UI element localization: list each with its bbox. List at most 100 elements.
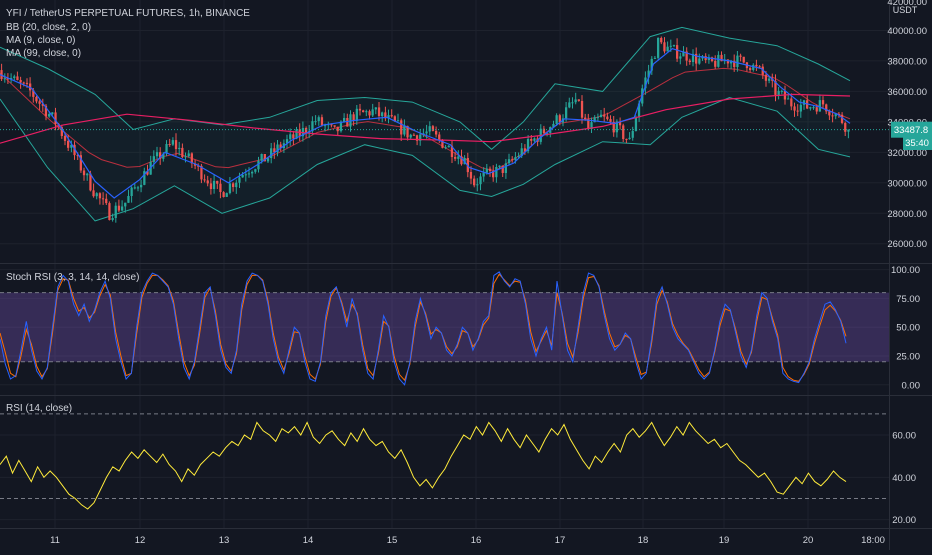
price-tick-label: 40000.00 [887,26,927,37]
ma9-line [0,48,851,199]
candle-body [685,51,688,61]
price-tick-label: 36000.00 [887,87,927,98]
candle-body [669,45,672,47]
stoch-rsi-pane[interactable] [0,271,889,386]
candle-body [644,77,647,89]
candle-body [400,120,403,135]
candle-body [571,102,574,104]
candle-body [650,58,653,71]
time-tick-label: 19 [719,535,730,546]
rsi-legend[interactable]: RSI (14, close) [6,403,72,414]
candle-body [488,168,492,171]
candle-body [558,115,561,123]
candle-body [460,156,463,165]
candle-body [257,160,260,170]
last-price-badge-bg [891,121,932,138]
candle-body [270,148,273,158]
candle-body [688,60,691,62]
candle-body [733,60,736,67]
candle-body [755,64,758,67]
countdown-badge-bg [903,135,932,150]
candle-body [837,113,841,115]
candle-body [415,135,419,141]
candle-body [6,78,10,80]
candle-body [346,118,349,127]
candle-body [377,107,381,116]
candle-body [124,202,127,207]
candle-body [695,53,698,64]
ma99-legend[interactable]: MA (99, close, 0) [6,48,81,59]
stoch-legend[interactable]: Stoch RSI (3, 3, 14, 14, close) [6,272,139,283]
candle-body [219,183,222,192]
candle-body [127,196,130,203]
price-tick-label: 38000.00 [887,56,927,67]
candle-body [679,56,682,59]
candle-body [387,115,390,119]
candle-body [631,131,634,138]
candle-body [206,180,209,184]
candle-body [454,157,457,159]
last-price-value: 33487.8 [894,125,928,136]
candle-body [216,180,219,184]
candle-body [209,183,213,189]
candle-body [212,180,216,189]
candle-body [574,99,577,103]
price-pane[interactable] [0,26,889,223]
candle-body [606,116,609,120]
stoch-axis[interactable]: 0.00 25.00 50.00 75.00 100.00 [891,265,920,391]
candle-body [447,145,450,148]
candle-body [60,127,63,136]
candle-body [799,104,802,112]
time-tick-label: 12 [135,535,146,546]
candle-body [324,125,327,127]
candle-body [834,113,837,117]
rsi-tick-label: 20.00 [892,515,916,526]
candle-body [444,147,447,149]
bb-legend[interactable]: BB (20, close, 2, 0) [6,22,91,33]
rsi-tick-label: 60.00 [892,431,916,442]
candle-body [780,90,783,92]
rsi-tick-label: 40.00 [892,473,916,484]
candle-body [768,78,771,81]
candle-body [526,139,530,152]
candle-body [628,137,631,140]
candle-body [143,171,146,185]
candle-body [618,121,622,126]
candle-body [479,176,482,185]
candle-body [371,109,374,116]
candle-body [815,107,818,112]
candle-body [190,153,193,164]
ma9-legend[interactable]: MA (9, close, 0) [6,35,75,46]
candle-body [482,172,485,177]
time-tick-label: 18:00 [861,535,885,546]
symbol-title[interactable]: YFI / TetherUS PERPETUAL FUTURES, 1h, BI… [6,8,250,19]
candle-body [473,178,476,186]
candle-body [368,111,371,116]
candle-body [587,119,590,129]
candle-body [260,154,263,161]
candle-body [511,159,514,161]
candle-body [238,177,241,183]
candle-body [285,139,289,144]
time-axis[interactable]: 11 12 13 14 15 16 17 18 19 20 18:00 [50,535,885,546]
rsi-axis[interactable]: 20.00 40.00 60.00 [892,431,916,527]
candle-body [82,170,86,176]
price-unit-label: USDT [893,5,918,15]
candle-body [10,78,13,79]
candle-body [358,108,362,111]
candle-body [796,110,799,112]
stoch-tick-label: 75.00 [896,294,920,305]
candle-body [374,107,377,110]
candle-body [13,76,16,78]
candle-body [758,66,761,68]
candle-body [3,78,6,80]
candle-body [742,56,745,63]
candle-body [698,58,701,64]
candle-body [625,138,628,140]
rsi-pane[interactable] [0,413,889,510]
last-price-badge: 33487.8 35:40 [891,121,932,150]
candle-body [707,57,710,60]
candle-body [200,165,203,180]
